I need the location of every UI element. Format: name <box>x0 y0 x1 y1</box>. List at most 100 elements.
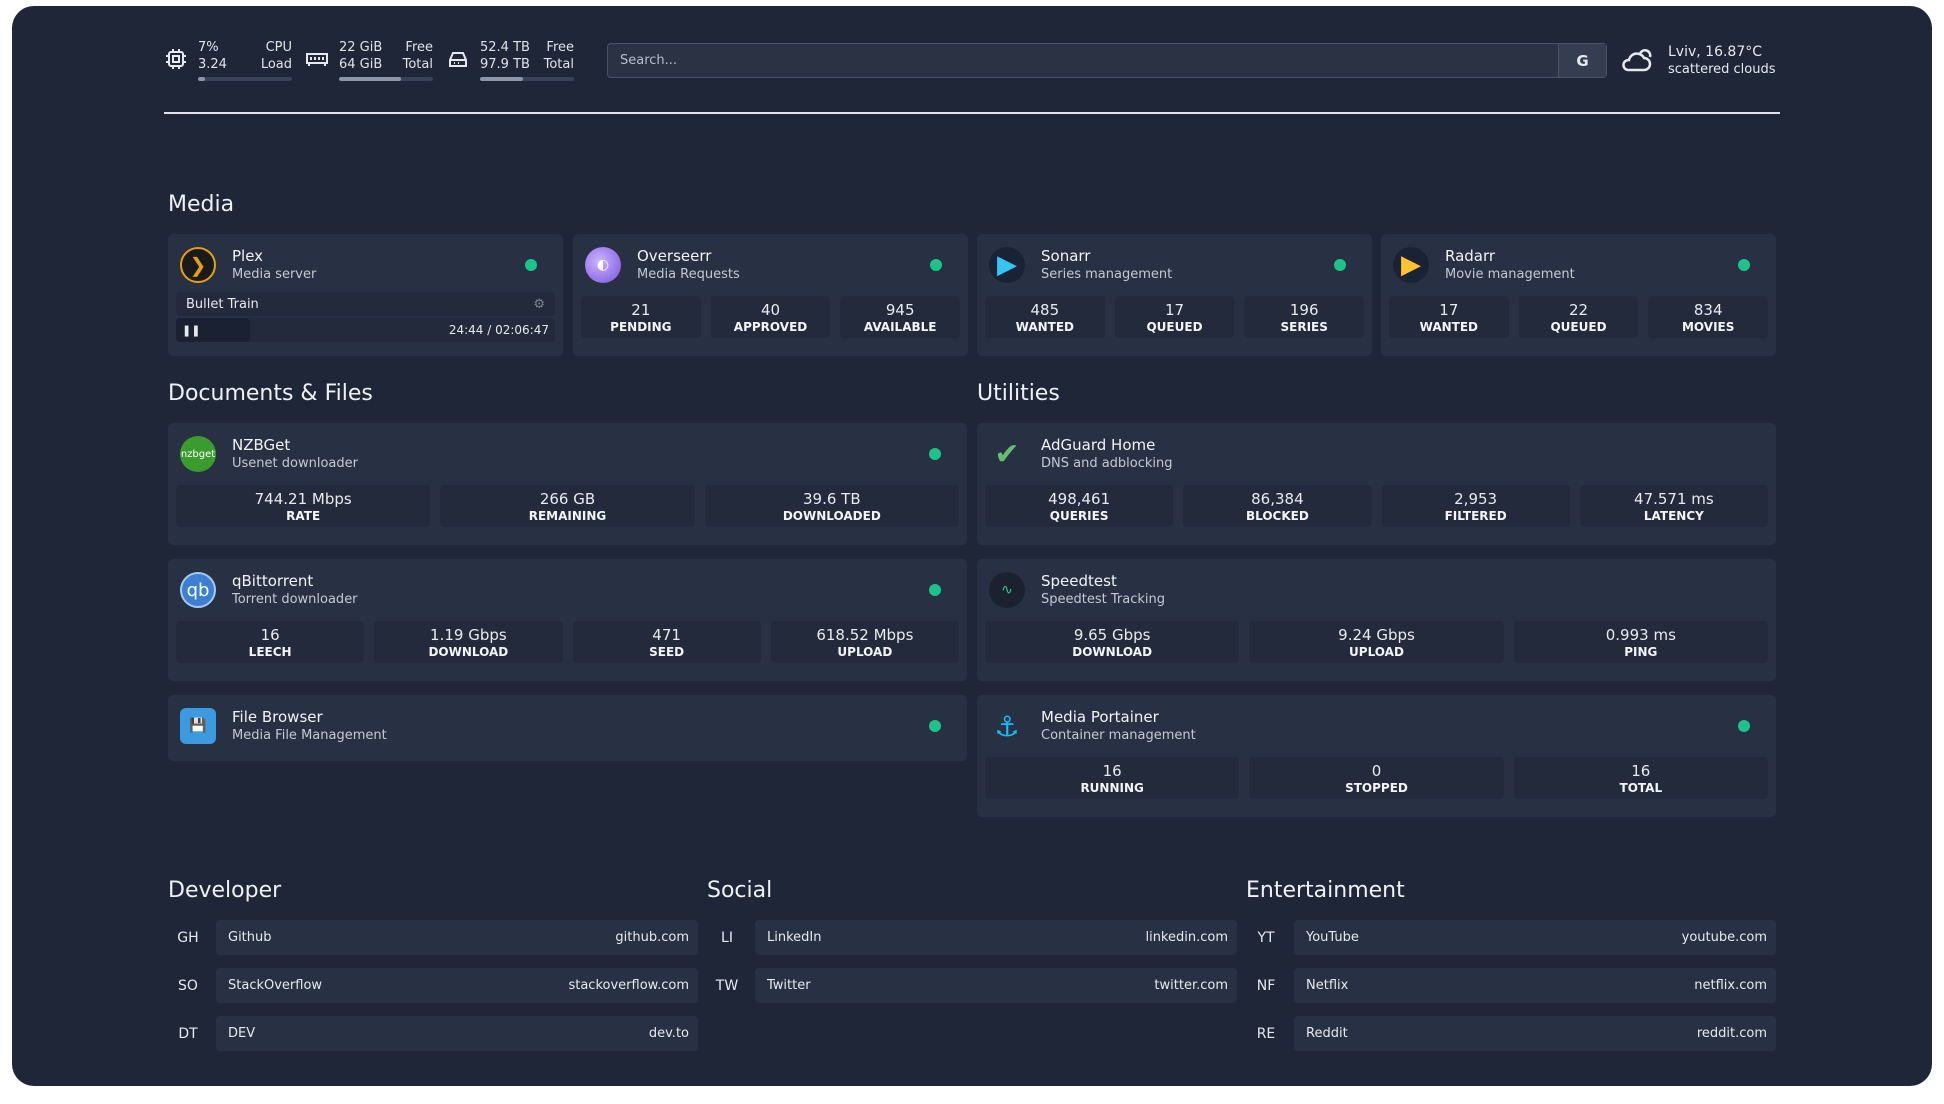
bookmark-abbr: TW <box>715 977 739 994</box>
status-dot <box>930 259 942 271</box>
bookmark-abbr: GH <box>177 929 199 946</box>
stat-value: 0.993 ms <box>1605 626 1676 644</box>
stat-value: 471 <box>652 626 681 644</box>
overseerr-card[interactable]: ◐ Overseerr Media Requests 21 PENDING 40 APPRO… <box>573 234 968 356</box>
stat-label: PING <box>1624 645 1658 659</box>
bookmark-entertainment[interactable]: NF Netflix netflix.com <box>1246 968 1776 1003</box>
bookmark-link[interactable]: DEV dev.to <box>216 1016 698 1051</box>
cpu-widget: 7% CPU 3.24 Load <box>164 39 292 81</box>
stat-field: 834 MOVIES <box>1648 296 1769 338</box>
bookmark-name: Reddit <box>1306 1026 1348 1041</box>
free-label: Free <box>546 40 574 55</box>
bookmark-url: youtube.com <box>1681 930 1767 945</box>
bookmark-link[interactable]: Twitter twitter.com <box>755 968 1237 1003</box>
bookmark-entertainment[interactable]: YT YouTube youtube.com <box>1246 920 1776 955</box>
stat-field: 17 QUEUED <box>1114 296 1235 338</box>
search-provider-button[interactable]: G <box>1558 44 1606 77</box>
bookmark-abbr: LI <box>721 929 733 946</box>
bookmark-entertainment[interactable]: RE Reddit reddit.com <box>1246 1016 1776 1051</box>
stat-field: 266 GB REMAINING <box>440 485 695 527</box>
stat-field: 744.21 Mbps RATE <box>176 485 431 527</box>
speedtest-card[interactable]: ∿ Speedtest Speedtest Tracking 9.65 Gbps DOW… <box>977 559 1776 681</box>
bookmark-link[interactable]: StackOverflow stackoverflow.com <box>216 968 698 1003</box>
stat-value: 744.21 Mbps <box>254 490 352 508</box>
stat-value: 21 <box>631 301 651 319</box>
stat-label: TOTAL <box>1619 781 1663 795</box>
weather-widget[interactable]: Lviv, 16.87°C scattered clouds <box>1620 43 1776 77</box>
nzbget-card[interactable]: nzbget NZBGet Usenet downloader 744.21 Mbps… <box>168 423 967 545</box>
stat-value: 1.19 Gbps <box>430 626 507 644</box>
bookmark-name: StackOverflow <box>228 978 323 993</box>
plex-card[interactable]: ❯ Plex Media server Bullet Train ⚙ ❚❚ 24:4… <box>168 234 563 356</box>
playback-progress: ❚❚ 24:44 / 02:06:47 <box>176 318 555 342</box>
overseerr-logo-icon: ◐ <box>585 247 621 283</box>
bookmark-developer[interactable]: DT DEV dev.to <box>168 1016 698 1051</box>
total-label: Total <box>402 57 433 72</box>
media-title: Bullet Train <box>186 296 259 312</box>
speedtest-pulse-icon: ∿ <box>989 572 1025 608</box>
bookmark-link[interactable]: Github github.com <box>216 920 698 955</box>
bookmark-url: netflix.com <box>1694 978 1767 993</box>
stat-label: QUEUED <box>1146 320 1203 334</box>
stat-label: LEECH <box>248 645 292 659</box>
playback-time: 24:44 / 02:06:47 <box>448 323 549 337</box>
stat-label: QUEUED <box>1550 320 1607 334</box>
search-input[interactable] <box>608 44 1558 77</box>
stat-field: 485 WANTED <box>985 296 1105 338</box>
section-title-utilities: Utilities <box>977 381 1060 406</box>
qbit-card[interactable]: qb qBittorrent Torrent downloader 16 LEECH 1.… <box>168 559 967 681</box>
bookmark-developer[interactable]: GH Github github.com <box>168 920 698 955</box>
section-title-docs: Documents & Files <box>168 381 373 406</box>
bookmark-link[interactable]: YouTube youtube.com <box>1294 920 1776 955</box>
bookmark-social[interactable]: LI LinkedIn linkedin.com <box>707 920 1237 955</box>
free-label: Free <box>405 40 433 55</box>
stat-field: 86,384 BLOCKED <box>1183 485 1372 527</box>
bookmark-link[interactable]: Netflix netflix.com <box>1294 968 1776 1003</box>
portainer-card[interactable]: ⚓ Media Portainer Container management 16 RU… <box>977 695 1776 817</box>
cpu-label: CPU <box>265 40 292 55</box>
bookmark-name: LinkedIn <box>767 930 822 945</box>
radarr-card[interactable]: ▶ Radarr Movie management 17 WANTED 22 QUEUED 8… <box>1381 234 1776 356</box>
stat-field: 16 LEECH <box>176 621 365 663</box>
service-name: NZBGet <box>232 436 291 454</box>
adguard-card[interactable]: ✔ AdGuard Home DNS and adblocking 498,461 QU… <box>977 423 1776 545</box>
service-name: Media Portainer <box>1041 708 1159 726</box>
status-dot <box>1738 259 1750 271</box>
now-playing-title: Bullet Train ⚙ <box>176 292 555 316</box>
bookmark-developer[interactable]: SO StackOverflow stackoverflow.com <box>168 968 698 1003</box>
sonarr-card[interactable]: ▶ Sonarr Series management 485 WANTED 17 QUEUE… <box>977 234 1372 356</box>
total-label: Total <box>543 57 574 72</box>
stat-field: 9.65 Gbps DOWNLOAD <box>985 621 1240 663</box>
stat-label: DOWNLOADED <box>782 509 881 523</box>
service-desc: Series management <box>1041 267 1173 282</box>
stat-value: 39.6 TB <box>803 490 861 508</box>
status-dot <box>929 448 941 460</box>
disk-icon <box>449 52 467 67</box>
stat-field: 9.24 Gbps UPLOAD <box>1249 621 1504 663</box>
sonarr-logo-icon: ▶ <box>989 247 1025 283</box>
stat-label: RUNNING <box>1080 781 1144 795</box>
filebrowser-card[interactable]: 💾 File Browser Media File Management <box>168 695 967 761</box>
stat-value: 22 <box>1568 301 1589 319</box>
service-name: Sonarr <box>1041 247 1091 265</box>
service-desc: DNS and adblocking <box>1041 456 1173 471</box>
pause-icon[interactable]: ❚❚ <box>182 323 201 337</box>
stat-value: 86,384 <box>1251 490 1304 508</box>
bookmark-link[interactable]: LinkedIn linkedin.com <box>755 920 1237 955</box>
service-name: qBittorrent <box>232 572 314 590</box>
bookmark-social[interactable]: TW Twitter twitter.com <box>707 968 1237 1003</box>
bookmark-link[interactable]: Reddit reddit.com <box>1294 1016 1776 1051</box>
weather-temp: Lviv, 16.87°C <box>1668 44 1763 60</box>
stat-label: DOWNLOAD <box>428 645 509 659</box>
settings-icon[interactable]: ⚙ <box>533 296 545 312</box>
cpu-bar <box>198 77 292 81</box>
service-desc: Speedtest Tracking <box>1041 592 1165 607</box>
progress-fill <box>176 318 250 342</box>
cpu-icon <box>166 49 186 69</box>
stat-field: 17 WANTED <box>1389 296 1509 338</box>
stat-value: 17 <box>1439 301 1459 319</box>
stat-field: 945 AVAILABLE <box>840 296 961 338</box>
bookmark-abbr: DT <box>178 1025 198 1042</box>
search-box: G <box>607 43 1607 78</box>
stat-label: APPROVED <box>733 320 808 334</box>
